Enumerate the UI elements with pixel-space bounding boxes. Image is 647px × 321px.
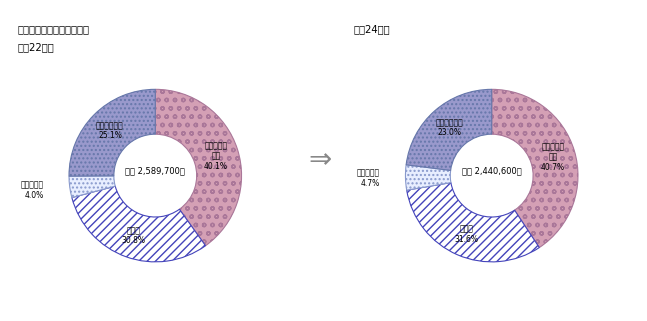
Wedge shape	[406, 165, 451, 190]
Wedge shape	[407, 183, 540, 262]
Wedge shape	[69, 176, 115, 197]
Text: 定職・その他
23.0%: 定職・その他 23.0%	[435, 118, 463, 137]
Text: 奨学金
30.8%: 奨学金 30.8%	[122, 226, 146, 245]
Text: 《大学院専門職学位課程》: 《大学院専門職学位課程》	[17, 25, 89, 35]
Text: 収入 2,440,600円: 収入 2,440,600円	[462, 167, 521, 176]
Wedge shape	[72, 186, 206, 262]
Wedge shape	[406, 89, 492, 170]
Wedge shape	[69, 89, 155, 176]
Wedge shape	[155, 89, 241, 246]
Text: 収入 2,589,700円: 収入 2,589,700円	[126, 167, 185, 176]
Text: ⇒: ⇒	[309, 146, 332, 175]
Text: アルバイト
4.7%: アルバイト 4.7%	[356, 168, 380, 188]
Text: 平成24年度: 平成24年度	[354, 25, 390, 35]
Wedge shape	[492, 89, 578, 247]
Text: 平成22年度: 平成22年度	[17, 42, 54, 52]
Text: 定職・その他
25.1%: 定職・その他 25.1%	[96, 121, 124, 140]
Text: 家庭からの
給付
40.7%: 家庭からの 給付 40.7%	[541, 142, 565, 172]
Text: 奨学金
31.6%: 奨学金 31.6%	[454, 224, 478, 244]
Text: 家庭からの
給付
40.1%: 家庭からの 給付 40.1%	[204, 141, 228, 171]
Text: アルバイト
4.0%: アルバイト 4.0%	[21, 181, 44, 200]
